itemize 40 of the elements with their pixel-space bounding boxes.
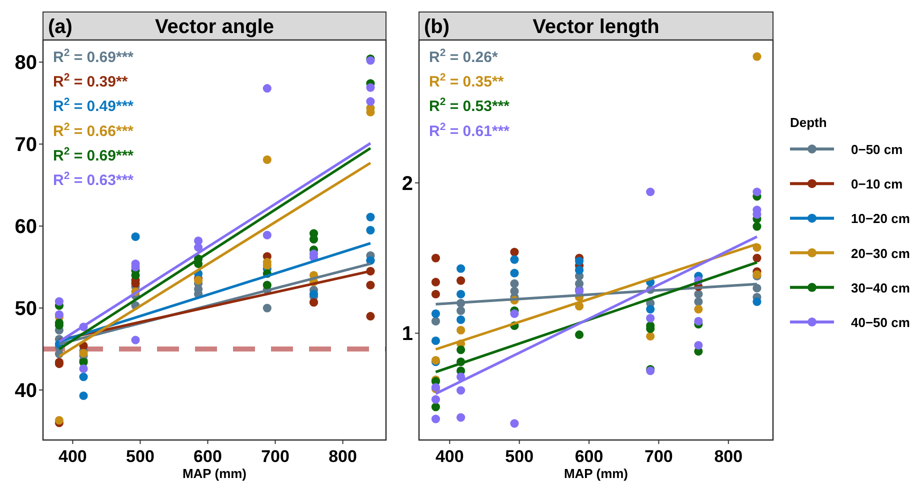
x-tick-label: 800 — [328, 447, 357, 466]
y-tick-label: 50 — [14, 298, 37, 320]
annotation: R$^{2}$ = 0.26* — [429, 47, 498, 66]
annotation: R$^{2}$ = 0.69*** — [53, 47, 134, 66]
x-axis-title: MAP (mm) — [564, 466, 628, 481]
x-tick-label: 800 — [714, 447, 743, 466]
annotation: R$^{2}$ = 0.53*** — [429, 96, 510, 116]
legend-label: 40−50 cm — [851, 315, 910, 330]
annotation: R$^{2}$ = 0.39** — [53, 72, 128, 91]
x-tick-label: 500 — [505, 447, 534, 466]
legend-label: 0−50 cm — [851, 142, 903, 157]
legend-label: 30−40 cm — [851, 280, 910, 296]
legend-label: 10−20 cm — [851, 211, 910, 226]
x-tick-label: 700 — [644, 447, 673, 466]
chart-subtitle: (a) — [48, 16, 72, 38]
y-tick-label: 60 — [14, 216, 37, 238]
legend-title: Depth — [790, 115, 827, 130]
chart-title: Vector length — [532, 16, 660, 38]
legend-label: 20−30 cm — [851, 246, 910, 261]
x-tick-label: 600 — [574, 447, 604, 466]
x-tick-label: 400 — [58, 447, 87, 466]
y-tick-label: 80 — [14, 52, 37, 74]
x-axis-title: MAP (mm) — [182, 466, 247, 481]
x-tick-label: 700 — [261, 447, 290, 466]
y-tick-label: 40 — [14, 380, 37, 402]
annotation: R$^{2}$ = 0.69*** — [53, 145, 134, 164]
annotation: R$^{2}$ = 0.35** — [429, 72, 504, 91]
y-tick-label: 1 — [402, 323, 413, 346]
y-tick-label: 2 — [402, 172, 413, 195]
annotation: R$^{2}$ = 0.49*** — [53, 96, 134, 116]
y-tick-label: 70 — [14, 134, 37, 156]
x-tick-label: 400 — [435, 447, 464, 466]
annotation: R$^{2}$ = 0.63*** — [53, 170, 134, 189]
x-tick-label: 600 — [194, 447, 222, 466]
x-tick-label: 500 — [126, 447, 154, 466]
chart-title: Vector angle — [155, 16, 274, 38]
annotation: R$^{2}$ = 0.66*** — [53, 120, 134, 140]
chart-subtitle: (b) — [424, 16, 450, 38]
annotation: R$^{2}$ = 0.61*** — [429, 120, 510, 140]
legend-label: 0−10 cm — [851, 176, 903, 192]
